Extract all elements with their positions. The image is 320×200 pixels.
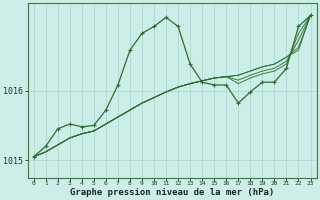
X-axis label: Graphe pression niveau de la mer (hPa): Graphe pression niveau de la mer (hPa) bbox=[70, 188, 274, 197]
